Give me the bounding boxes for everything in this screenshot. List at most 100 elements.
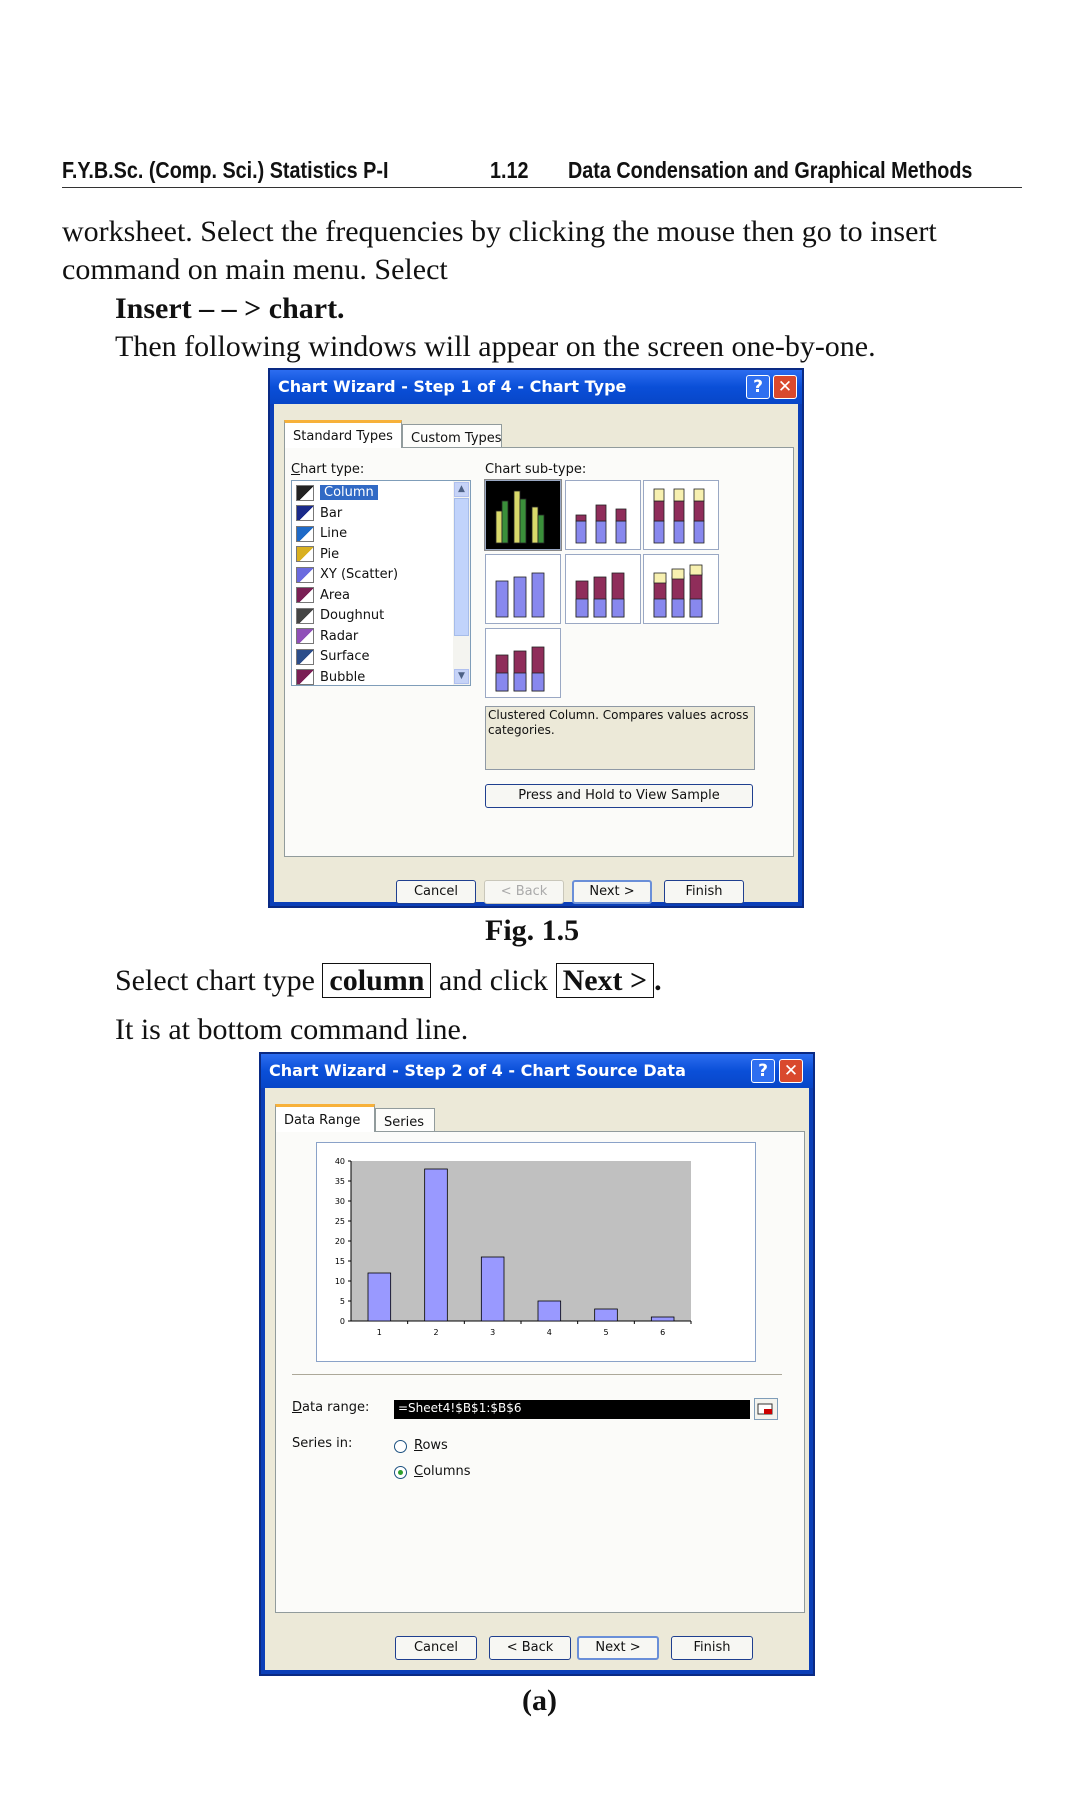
x-tick-label: 6: [660, 1328, 665, 1337]
series-in-label: Series in:: [292, 1436, 353, 1451]
subtype-3d-100-stacked-column[interactable]: [643, 554, 719, 624]
rows-label: Rows: [414, 1438, 448, 1453]
scroll-thumb[interactable]: [454, 498, 469, 636]
finish-button[interactable]: Finish: [664, 880, 744, 904]
view-sample-button[interactable]: Press and Hold to View Sample: [485, 784, 753, 808]
help-button[interactable]: ?: [751, 1059, 775, 1083]
y-tick-label: 0: [340, 1317, 345, 1326]
chart-type-label: Radar: [320, 628, 359, 644]
tab-standard-types[interactable]: Standard Types: [284, 420, 402, 448]
dialog-client: Standard Types Custom Types Chart type: …: [274, 404, 798, 904]
y-tick-label: 15: [335, 1257, 345, 1266]
y-tick-label: 35: [335, 1177, 345, 1186]
chart-type-icon: [296, 648, 314, 665]
finish-button[interactable]: Finish: [671, 1636, 753, 1660]
subtype-100-stacked-column[interactable]: [643, 480, 719, 550]
subtype-preview-icon: [495, 572, 545, 618]
divider: [292, 1374, 782, 1375]
bar: [367, 1272, 392, 1322]
figure-caption-2: (a): [522, 1684, 557, 1717]
rows-radio[interactable]: [394, 1440, 407, 1453]
chart-type-item-area[interactable]: Area: [296, 586, 350, 606]
chart-type-item-bubble[interactable]: Bubble: [296, 668, 365, 688]
x-tick-label: 4: [547, 1328, 552, 1337]
chart-type-label: Column: [319, 484, 379, 501]
close-button[interactable]: ✕: [773, 375, 797, 399]
subtype-clustered-column[interactable]: [484, 479, 562, 551]
tab-data-range[interactable]: Data Range: [275, 1104, 375, 1132]
subtype-stacked-column[interactable]: [565, 480, 641, 550]
chart-type-item-surface[interactable]: Surface: [296, 647, 370, 667]
subtype-preview-icon: [495, 490, 545, 544]
dialog-client: Data Range Series 0 5 10 15 20 25 30 35 40 1 2 3 4 5 6…: [265, 1088, 809, 1670]
next-button[interactable]: Next >: [577, 1636, 659, 1660]
chart-type-item-bar[interactable]: Bar: [296, 504, 342, 524]
chart-wizard-step1-dialog: Chart Wizard - Step 1 of 4 - Chart Type …: [268, 368, 804, 908]
bar: [650, 1316, 675, 1322]
chart-type-item-column[interactable]: Column: [296, 483, 379, 503]
range-select-icon: [757, 1403, 773, 1415]
data-range-label: Data range:: [292, 1400, 370, 1415]
data-range-input[interactable]: =Sheet4!$B$1:$B$6: [394, 1400, 750, 1419]
chart-type-item-xy-scatter[interactable]: XY (Scatter): [296, 565, 398, 585]
tab-panel: Chart type: Chart sub-type: Column Bar Lin…: [284, 447, 794, 857]
scroll-down-button[interactable]: ▼: [454, 669, 469, 684]
chart-type-list[interactable]: Column Bar Line Pie XY (Scatter) Area Doughnut…: [291, 480, 471, 686]
tab-panel: 0 5 10 15 20 25 30 35 40 1 2 3 4 5 6 Data range: =Shee…: [275, 1131, 805, 1613]
columns-label: Columns: [414, 1464, 471, 1479]
header-chapter-title: Data Condensation and Graphical Methods: [568, 157, 973, 183]
tab-custom-types[interactable]: Custom Types: [402, 424, 502, 448]
boxed-next: Next >: [555, 963, 655, 998]
chart-type-item-pie[interactable]: Pie: [296, 545, 339, 565]
bar: [480, 1256, 505, 1322]
chart-type-scrollbar[interactable]: ▲ ▼: [453, 481, 470, 685]
back-button[interactable]: < Back: [484, 880, 564, 904]
chart-type-label: Chart type:: [291, 462, 365, 477]
subtype-preview-icon: [575, 572, 625, 618]
back-button[interactable]: < Back: [489, 1636, 571, 1660]
subtype-3d-stacked-column[interactable]: [565, 554, 641, 624]
chart-type-icon: [296, 669, 314, 685]
subtype-preview-icon: [575, 504, 627, 544]
x-tick-label: 3: [490, 1328, 495, 1337]
subtype-preview-icon: [495, 646, 545, 692]
chart-subtype-label: Chart sub-type:: [485, 462, 587, 477]
scroll-up-button[interactable]: ▲: [454, 482, 469, 497]
subtype-3d-clustered-column[interactable]: [485, 554, 561, 624]
chart-type-label: Doughnut: [320, 608, 385, 623]
columns-radio[interactable]: [394, 1466, 407, 1479]
plot-area: [351, 1161, 691, 1321]
bar: [424, 1168, 448, 1322]
chart-type-label: Surface: [320, 649, 370, 664]
cancel-button[interactable]: Cancel: [396, 880, 476, 904]
help-button[interactable]: ?: [746, 375, 770, 399]
y-tick-label: 30: [335, 1197, 345, 1206]
cancel-button[interactable]: Cancel: [395, 1636, 477, 1660]
title-bar: Chart Wizard - Step 1 of 4 - Chart Type …: [270, 370, 802, 404]
tab-series[interactable]: Series: [375, 1108, 435, 1132]
chart-wizard-step2-dialog: Chart Wizard - Step 2 of 4 - Chart Sourc…: [259, 1052, 815, 1676]
close-button[interactable]: ✕: [779, 1059, 803, 1083]
chart-type-label: Bar: [320, 505, 343, 521]
figure-caption-1: Fig. 1.5: [485, 914, 580, 947]
body-insert-chart: Insert – – > chart.: [115, 292, 345, 325]
chart-type-icon: [296, 628, 314, 644]
chart-type-item-doughnut[interactable]: Doughnut: [296, 606, 384, 626]
next-button[interactable]: Next >: [572, 880, 652, 904]
instruction-prefix: Select chart type: [115, 964, 315, 997]
chart-type-item-radar[interactable]: Radar: [296, 627, 358, 647]
subtype-3d-column[interactable]: [485, 628, 561, 698]
chart-type-icon: [296, 505, 314, 521]
header-page-number: 1.12: [490, 157, 529, 183]
body-line-4: Then following windows will appear on th…: [115, 330, 876, 363]
chart-type-label: Pie: [320, 546, 340, 562]
chart-type-item-line[interactable]: Line: [296, 524, 347, 544]
subtype-description: Clustered Column. Compares values across…: [485, 706, 755, 770]
y-tick-label: 5: [340, 1297, 345, 1306]
chart-type-icon: [296, 525, 314, 542]
collapse-dialog-button[interactable]: [754, 1398, 778, 1420]
instruction-mid: and click: [438, 964, 549, 997]
dialog-title: Chart Wizard - Step 1 of 4 - Chart Type: [278, 377, 627, 396]
column-chart: 0 5 10 15 20 25 30 35 40 1 2 3 4 5 6: [335, 1157, 692, 1337]
chart-type-icon: [296, 546, 314, 562]
